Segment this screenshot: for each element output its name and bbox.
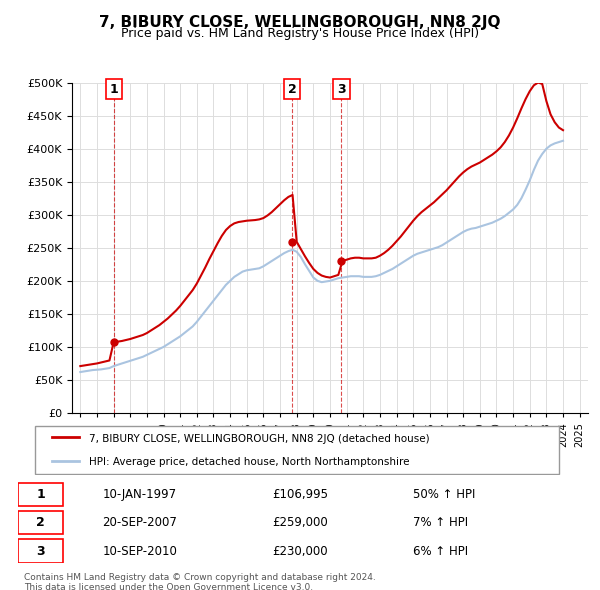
Text: 20-SEP-2007: 20-SEP-2007 (103, 516, 178, 529)
Text: 7, BIBURY CLOSE, WELLINGBOROUGH, NN8 2JQ (detached house): 7, BIBURY CLOSE, WELLINGBOROUGH, NN8 2JQ… (89, 434, 430, 444)
FancyBboxPatch shape (18, 512, 63, 535)
Text: HPI: Average price, detached house, North Northamptonshire: HPI: Average price, detached house, Nort… (89, 457, 410, 467)
Text: 10-SEP-2010: 10-SEP-2010 (103, 545, 178, 558)
Text: Contains HM Land Registry data © Crown copyright and database right 2024.: Contains HM Land Registry data © Crown c… (24, 573, 376, 582)
Text: 6% ↑ HPI: 6% ↑ HPI (413, 545, 468, 558)
Text: £230,000: £230,000 (272, 545, 328, 558)
Text: £106,995: £106,995 (272, 488, 328, 501)
Text: 3: 3 (337, 83, 346, 96)
Text: 2: 2 (36, 516, 45, 529)
Text: Price paid vs. HM Land Registry's House Price Index (HPI): Price paid vs. HM Land Registry's House … (121, 27, 479, 40)
Text: 50% ↑ HPI: 50% ↑ HPI (413, 488, 475, 501)
Text: 1: 1 (110, 83, 118, 96)
FancyBboxPatch shape (18, 483, 63, 506)
FancyBboxPatch shape (35, 426, 559, 474)
Text: This data is licensed under the Open Government Licence v3.0.: This data is licensed under the Open Gov… (24, 583, 313, 590)
Text: 7, BIBURY CLOSE, WELLINGBOROUGH, NN8 2JQ: 7, BIBURY CLOSE, WELLINGBOROUGH, NN8 2JQ (99, 15, 501, 30)
Text: 10-JAN-1997: 10-JAN-1997 (103, 488, 177, 501)
Text: 1: 1 (36, 488, 45, 501)
Text: 7% ↑ HPI: 7% ↑ HPI (413, 516, 468, 529)
FancyBboxPatch shape (18, 539, 63, 563)
Text: 3: 3 (36, 545, 45, 558)
Text: £259,000: £259,000 (272, 516, 328, 529)
Text: 2: 2 (287, 83, 296, 96)
